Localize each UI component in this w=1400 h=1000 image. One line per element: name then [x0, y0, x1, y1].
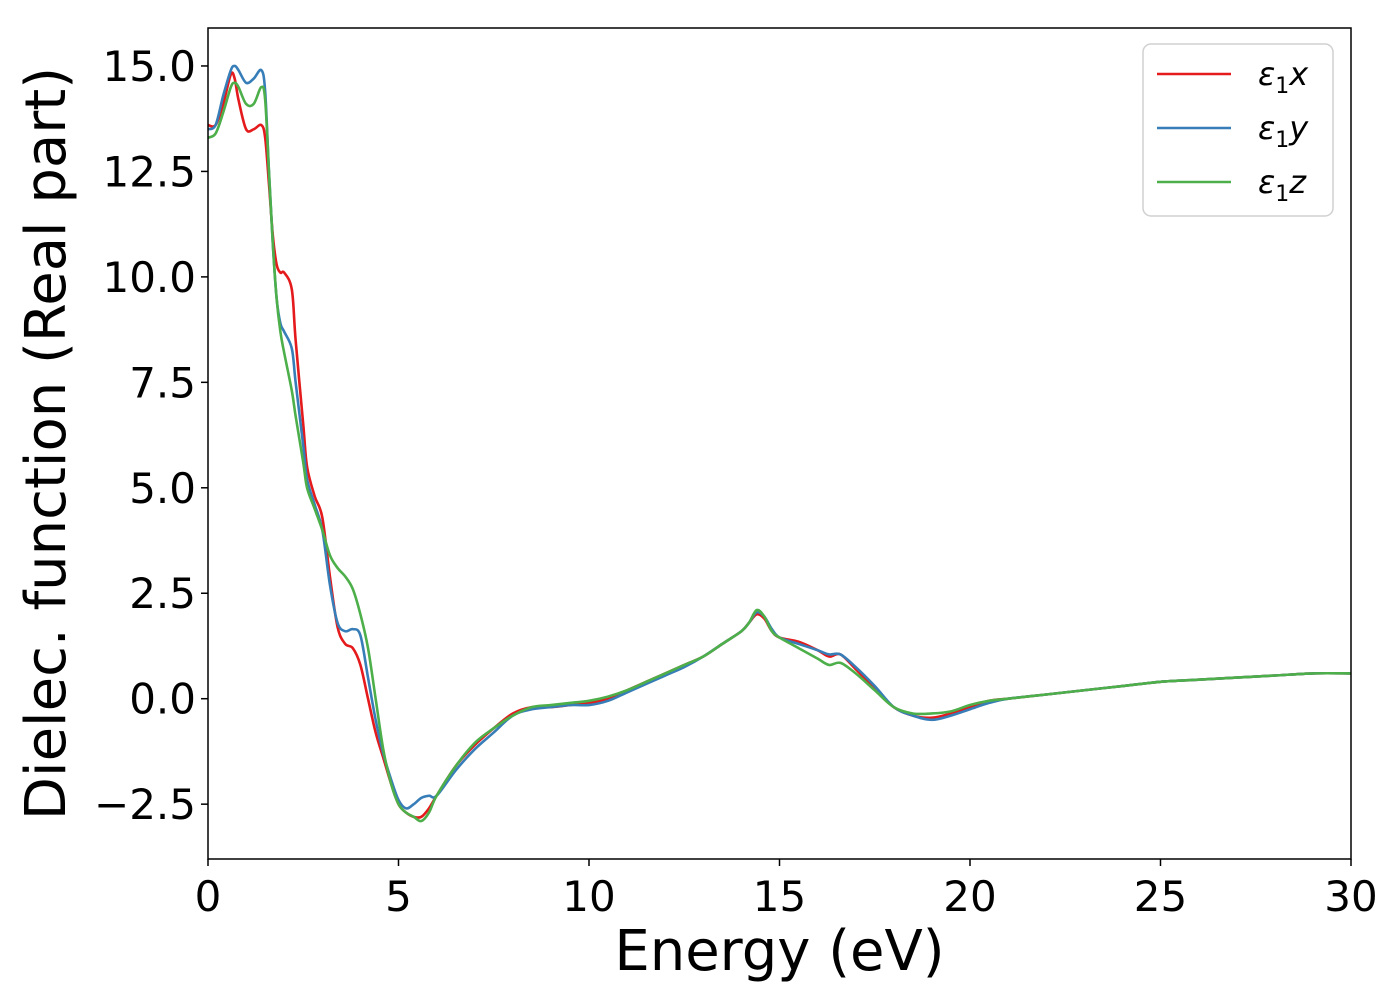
legend-component: z [1288, 163, 1307, 201]
x-axis: 0 5 10 15 20 25 30 [195, 859, 1378, 921]
x-axis-label: Energy (eV) [614, 919, 944, 984]
x-tick-label: 0 [195, 872, 222, 921]
y-axis: −2.5 0.0 2.5 5.0 7.5 10.0 12.5 15.0 [94, 42, 208, 829]
legend-box [1142, 43, 1334, 217]
legend-component: y [1288, 109, 1309, 147]
y-tick-label: 10.0 [102, 253, 196, 302]
legend-label-y: ε1y [1258, 109, 1309, 153]
x-tick-label: 25 [1134, 872, 1187, 921]
legend-symbol: ε [1258, 109, 1275, 147]
legend-symbol: ε [1258, 163, 1275, 201]
legend-label-x: ε1x [1258, 55, 1309, 99]
y-tick-label: 15.0 [102, 42, 196, 91]
legend-component: x [1288, 55, 1309, 93]
y-tick-label: 0.0 [129, 675, 196, 724]
x-tick-label: 5 [385, 872, 412, 921]
legend-subscript: 1 [1275, 182, 1289, 207]
x-tick-label: 30 [1324, 872, 1377, 921]
y-tick-label: 2.5 [129, 569, 196, 618]
legend-subscript: 1 [1275, 74, 1289, 99]
x-tick-label: 15 [753, 872, 806, 921]
x-tick-label: 10 [562, 872, 615, 921]
legend-label-z: ε1z [1258, 163, 1307, 207]
series-line-z [208, 81, 1351, 823]
y-axis-label: Dielec. function (Real part) [14, 67, 79, 820]
x-tick-label: 20 [943, 872, 996, 921]
series-layer [208, 64, 1351, 823]
y-tick-label: −2.5 [94, 780, 196, 829]
y-tick-label: 7.5 [129, 358, 196, 407]
y-tick-label: 5.0 [129, 464, 196, 513]
series-line-x [208, 71, 1351, 819]
y-tick-label: 12.5 [102, 147, 196, 196]
legend-symbol: ε [1258, 55, 1275, 93]
legend-subscript: 1 [1275, 128, 1289, 153]
